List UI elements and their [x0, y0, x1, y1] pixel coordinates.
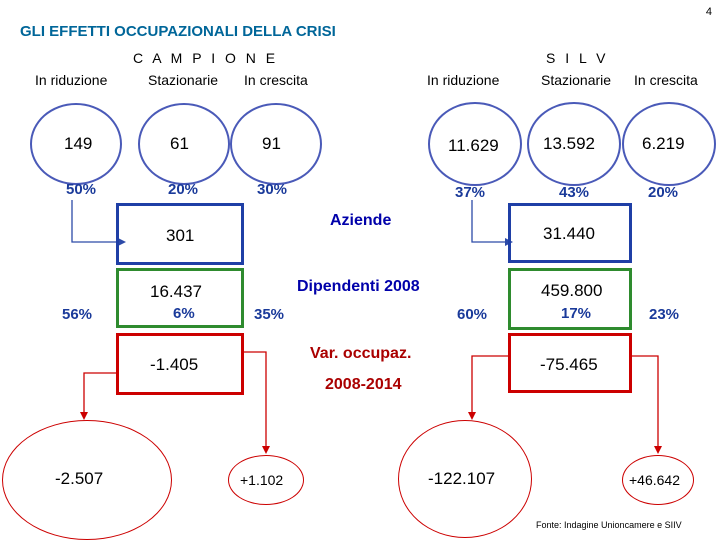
group-campione: C A M P I O N E	[133, 50, 279, 66]
aziende-campione-stazionarie-pct: 20%	[168, 181, 199, 198]
box-aziende-campione	[116, 203, 244, 265]
var-campione-total: -1.405	[150, 355, 199, 374]
label-var-occupaz: Var. occupaz.	[310, 345, 412, 362]
header-campione-stazionarie: Stazionarie	[148, 72, 219, 88]
box-var-campione	[116, 333, 244, 395]
circle-silv-crescita	[622, 102, 716, 186]
connector-silv-neg	[471, 355, 508, 412]
page-title: GLI EFFETTI OCCUPAZIONALI DELLA CRISI	[20, 23, 336, 40]
arrowhead	[262, 446, 270, 454]
header-campione-crescita: In crescita	[244, 72, 308, 88]
header-silv-stazionarie: Stazionarie	[541, 72, 612, 88]
connector-campione-neg	[83, 372, 118, 412]
aziende-campione-riduzione: 149	[64, 134, 93, 153]
dipendenti-silv-stazionarie-pct: 17%	[561, 305, 592, 322]
ellipse-var-silv-riduzione	[398, 420, 532, 538]
label-aziende: Aziende	[330, 212, 392, 229]
circle-campione-stazionarie	[138, 103, 230, 185]
box-dipendenti-silv	[508, 268, 632, 330]
aziende-silv-total: 31.440	[543, 224, 595, 243]
var-campione-crescita: +1.102	[240, 472, 284, 488]
group-silv: S I L V	[546, 50, 609, 66]
dipendenti-campione-total: 16.437	[150, 282, 202, 301]
aziende-silv-stazionarie-pct: 43%	[559, 184, 590, 201]
header-silv-crescita: In crescita	[634, 72, 698, 88]
aziende-silv-riduzione: 11.629	[448, 136, 499, 155]
aziende-silv-stazionarie: 13.592	[543, 134, 595, 153]
box-aziende-silv	[508, 203, 632, 263]
arrowhead	[654, 446, 662, 454]
connector-silv-rid	[471, 200, 505, 243]
circle-campione-riduzione	[30, 103, 122, 185]
var-campione-riduzione: -2.507	[55, 469, 104, 488]
header-silv-riduzione: In riduzione	[427, 72, 500, 88]
dipendenti-campione-riduzione-pct: 56%	[62, 306, 93, 323]
aziende-silv-crescita: 6.219	[642, 134, 685, 153]
aziende-silv-crescita-pct: 20%	[648, 184, 679, 201]
dipendenti-campione-stazionarie-pct: 6%	[173, 305, 195, 322]
ellipse-var-campione-crescita	[228, 455, 304, 505]
box-var-silv	[508, 333, 632, 393]
connector-campione-pos	[244, 351, 267, 446]
arrowhead	[118, 238, 126, 246]
arrowhead	[80, 412, 88, 420]
box-dipendenti-campione	[116, 268, 244, 328]
header-campione-riduzione: In riduzione	[35, 72, 108, 88]
dipendenti-silv-crescita-pct: 23%	[649, 306, 680, 323]
source-note: Fonte: Indagine Unioncamere e SIIV	[536, 520, 682, 530]
circle-silv-riduzione	[428, 102, 522, 186]
aziende-campione-crescita-pct: 30%	[257, 181, 288, 198]
page-number: 4	[705, 6, 712, 18]
aziende-campione-riduzione-pct: 50%	[66, 181, 97, 198]
circle-campione-crescita	[230, 103, 322, 185]
dipendenti-silv-riduzione-pct: 60%	[457, 306, 488, 323]
aziende-campione-stazionarie: 61	[170, 134, 189, 153]
aziende-silv-riduzione-pct: 37%	[455, 184, 486, 201]
var-silv-total: -75.465	[540, 355, 598, 374]
ellipse-var-silv-crescita	[622, 455, 694, 505]
circle-silv-stazionarie	[527, 102, 621, 186]
connector-silv-pos	[632, 355, 659, 446]
arrowhead	[468, 412, 476, 420]
dipendenti-silv-total: 459.800	[541, 281, 603, 300]
aziende-campione-total: 301	[166, 226, 195, 245]
label-dipendenti: Dipendenti 2008	[297, 278, 420, 295]
dipendenti-campione-crescita-pct: 35%	[254, 306, 285, 323]
var-silv-crescita: +46.642	[629, 472, 680, 488]
label-var-period: 2008-2014	[325, 376, 402, 393]
connector-campione-rid	[71, 200, 118, 243]
var-silv-riduzione: -122.107	[428, 469, 496, 488]
aziende-campione-crescita: 91	[262, 134, 281, 153]
